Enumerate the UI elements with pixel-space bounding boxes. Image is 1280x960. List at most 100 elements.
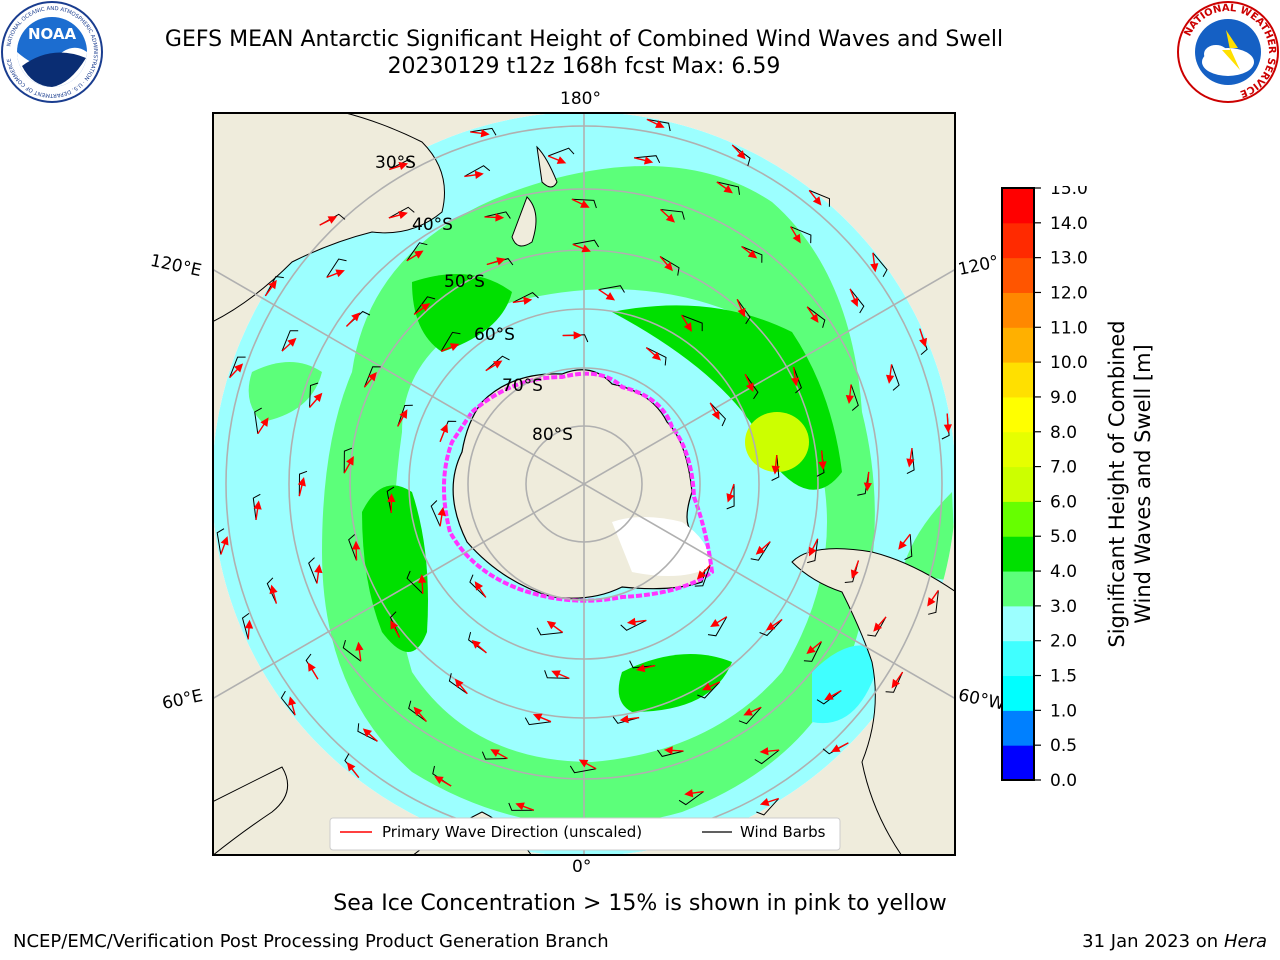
wind-barb bbox=[485, 355, 510, 371]
wind-barb bbox=[850, 384, 859, 411]
wind-barb bbox=[790, 226, 812, 244]
colorbar-tick-label: 9.0 bbox=[1050, 388, 1077, 408]
colorbar-bin bbox=[1002, 396, 1034, 433]
ross-ice-shelf bbox=[612, 517, 711, 576]
wave-direction-arrow bbox=[485, 360, 503, 372]
colorbar-bin bbox=[1002, 710, 1034, 746]
wave-direction-arrow bbox=[308, 392, 323, 408]
colorbar-frame bbox=[1001, 187, 1035, 781]
wind-barb bbox=[849, 288, 865, 314]
wind-barb bbox=[816, 690, 842, 705]
colorbar-tick-label: 8.0 bbox=[1050, 423, 1077, 443]
wave-direction-arrow bbox=[736, 299, 746, 318]
wind-barb bbox=[544, 670, 570, 679]
lat-label-30s: 30°S bbox=[375, 153, 416, 173]
wave-direction-arrow bbox=[726, 483, 735, 503]
colorbar-bin bbox=[1002, 257, 1034, 293]
wave-direction-arrow bbox=[437, 506, 446, 527]
wave-direction-arrow bbox=[598, 289, 616, 301]
wind-barb bbox=[348, 534, 357, 561]
wave-direction-arrow bbox=[351, 540, 361, 561]
wave-direction-arrow bbox=[464, 170, 484, 180]
chart-title: GEFS MEAN Antarctic Significant Height o… bbox=[164, 27, 1004, 52]
wave-direction-arrow bbox=[709, 402, 720, 421]
lon-label-120e: 120°E bbox=[148, 250, 204, 282]
wind-barb bbox=[343, 447, 353, 474]
wave-direction-arrow bbox=[906, 447, 915, 468]
wind-barb bbox=[793, 366, 802, 394]
wind-barb bbox=[646, 118, 671, 132]
lon-label-60w: 60°W bbox=[956, 685, 1007, 715]
wave-direction-arrow bbox=[547, 155, 567, 164]
wind-barb bbox=[660, 209, 685, 220]
wave-direction-arrow bbox=[636, 664, 656, 673]
wave-direction-arrow bbox=[484, 213, 505, 222]
wave-direction-arrow bbox=[314, 564, 323, 584]
colorbar-tick-label: 1.5 bbox=[1050, 667, 1077, 687]
wave-direction-arrow bbox=[389, 162, 409, 171]
wave-direction-arrow bbox=[873, 616, 887, 632]
wave-direction-arrow bbox=[659, 255, 673, 272]
wave-direction-arrow bbox=[345, 312, 361, 327]
lat-label-60s: 60°S bbox=[474, 325, 515, 345]
wave-field-max bbox=[745, 412, 809, 472]
wave-direction-arrow bbox=[406, 250, 424, 262]
wind-barb bbox=[807, 538, 819, 564]
wind-barb bbox=[252, 493, 261, 520]
colorbar-bin bbox=[1002, 188, 1034, 224]
wind-barb bbox=[744, 374, 759, 400]
lat-label-40s: 40°S bbox=[412, 215, 453, 235]
colorbar-tick-label: 6.0 bbox=[1050, 492, 1077, 512]
wind-barb bbox=[571, 198, 597, 209]
wave-direction-arrow bbox=[220, 536, 229, 555]
wind-barb bbox=[484, 211, 511, 219]
meridian-60e-120w bbox=[212, 268, 956, 700]
wave-direction-arrow bbox=[765, 618, 783, 631]
wind-barb bbox=[659, 255, 680, 276]
wave-direction-arrow bbox=[663, 746, 684, 755]
wave-direction-arrow bbox=[809, 538, 819, 557]
wave-field-4-5m-west bbox=[362, 485, 428, 652]
wave-direction-arrow bbox=[532, 713, 552, 723]
wind-barb bbox=[732, 144, 751, 167]
wind-barb bbox=[363, 366, 381, 388]
wave-direction-arrow bbox=[257, 417, 269, 435]
wind-barb bbox=[634, 155, 661, 164]
colorbar-tick-label: 7.0 bbox=[1050, 458, 1077, 478]
colorbar-tick-label: 4.0 bbox=[1050, 562, 1077, 582]
lon-label-0: 0° bbox=[572, 857, 592, 877]
wave-direction-arrow bbox=[578, 759, 597, 770]
wind-barb bbox=[754, 749, 780, 765]
wind-barb bbox=[448, 673, 468, 695]
wind-barb bbox=[298, 470, 308, 497]
wind-barb bbox=[388, 206, 415, 219]
wave-direction-arrow bbox=[818, 450, 827, 471]
lon-label-180: 180° bbox=[560, 89, 601, 109]
colorbar-bin bbox=[1002, 605, 1034, 642]
wave-direction-arrow bbox=[362, 728, 378, 742]
vector-field bbox=[216, 118, 952, 816]
wave-direction-arrow bbox=[849, 288, 859, 307]
wind-barb bbox=[413, 296, 436, 315]
wave-field-1-5-2m-patch bbox=[812, 645, 882, 724]
wind-barb bbox=[406, 570, 424, 595]
south-america bbox=[791, 548, 956, 856]
wave-direction-arrow bbox=[413, 706, 427, 722]
wave-direction-arrow bbox=[790, 367, 800, 387]
wave-direction-arrow bbox=[731, 144, 746, 160]
wave-direction-arrow bbox=[388, 211, 408, 220]
wave-direction-arrow bbox=[743, 706, 762, 716]
legend-barb-label: Wind Barbs bbox=[740, 823, 826, 841]
wind-barb bbox=[508, 802, 534, 811]
wind-barb bbox=[569, 765, 597, 774]
latitude-labels: 30°S 40°S 50°S 60°S 70°S 80°S bbox=[375, 153, 573, 445]
polar-map: Primary Wave Direction (unscaled) Wind B… bbox=[212, 112, 956, 856]
wave-direction-arrow bbox=[387, 493, 396, 513]
wave-direction-arrow bbox=[288, 696, 297, 716]
wave-direction-arrow bbox=[919, 328, 928, 348]
wave-direction-arrow bbox=[572, 243, 591, 253]
wind-barb bbox=[406, 242, 428, 262]
wind-barb bbox=[678, 791, 704, 806]
wave-direction-arrow bbox=[710, 616, 728, 628]
wave-direction-arrow bbox=[885, 364, 895, 384]
